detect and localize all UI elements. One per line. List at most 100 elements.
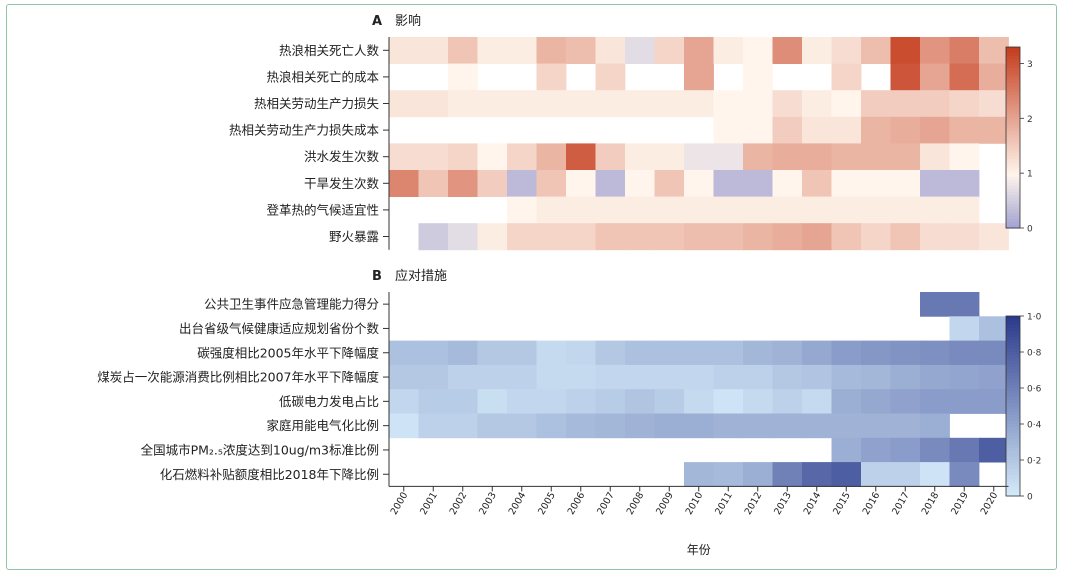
heatmap-cell (831, 196, 862, 224)
heatmap-cell (418, 340, 449, 366)
heatmap-cell (625, 143, 655, 171)
year-label: 2016 (861, 490, 883, 516)
panel-title: 影响 (395, 13, 421, 29)
heatmap-cell (920, 389, 950, 414)
heatmap-cell (802, 143, 832, 171)
year-label: 2020 (979, 490, 1001, 516)
heatmap-cell (625, 90, 655, 118)
colorbar-segment (1006, 412, 1020, 416)
heatmap-cell (772, 389, 803, 414)
heatmap-cell (772, 37, 803, 64)
heatmap-cell (595, 37, 626, 64)
heatmap-cell (831, 143, 862, 171)
heatmap-cell (595, 196, 626, 224)
heatmap-cell (979, 37, 1009, 64)
heatmap-cell (507, 90, 537, 118)
colorbar-segment (1006, 466, 1020, 470)
heatmap-cell (920, 143, 950, 171)
year-label: 2013 (772, 490, 794, 516)
heatmap-cell (566, 143, 596, 171)
heatmap-cell (979, 316, 1009, 341)
heatmap-cell (713, 116, 744, 144)
colorbar-segment (1006, 107, 1020, 111)
colorbar-segment (1006, 185, 1020, 190)
heatmap-cell (418, 90, 449, 118)
colorbar-segment (1006, 442, 1020, 446)
colorbar-segment (1006, 200, 1020, 205)
heatmap-cell (802, 462, 832, 487)
year-label: 2007 (595, 490, 617, 516)
heatmap-cell (949, 223, 980, 251)
colorbar-segment (1006, 409, 1020, 413)
colorbar-segment (1006, 364, 1020, 368)
colorbar-segment (1006, 397, 1020, 401)
year-label: 2018 (920, 490, 942, 516)
panel-tag: A (372, 14, 382, 29)
heatmap-cell (684, 223, 714, 251)
colorbar-segment (1006, 209, 1020, 214)
heatmap-cell (389, 90, 419, 118)
heatmap-cell (595, 90, 626, 118)
heatmap-cell (595, 223, 626, 251)
heatmap-cell (920, 292, 950, 317)
heatmap-cell (713, 170, 744, 197)
heatmap-cell (448, 389, 478, 414)
colorbar-segment (1006, 445, 1020, 449)
heatmap-cell (536, 170, 567, 197)
colorbar-segment (1006, 137, 1020, 142)
heatmap-cell (861, 37, 891, 64)
heatmap-cell (861, 223, 891, 251)
row-label: 煤炭占一次能源消费比例相比2007年水平下降幅度 (97, 370, 379, 385)
row-label: 家庭用能电气化比例 (266, 418, 379, 433)
heatmap-cell (949, 316, 980, 341)
heatmap-cell (949, 364, 980, 390)
colorbar-segment (1006, 493, 1020, 497)
heatmap-cell (949, 37, 980, 64)
heatmap-cell (890, 413, 921, 439)
colorbar-segment (1006, 188, 1020, 193)
colorbar-segment (1006, 478, 1020, 482)
colorbar-segment (1006, 143, 1020, 148)
colorbar-segment (1006, 149, 1020, 154)
colorbar-segment (1006, 179, 1020, 184)
heatmap-cell (920, 340, 950, 366)
colorbar-segment (1006, 436, 1020, 440)
heatmap-cell (625, 364, 655, 390)
heatmap-cell (920, 223, 950, 251)
heatmap-cell (802, 196, 832, 224)
colorbar-outline (1005, 315, 1021, 497)
colorbar-segment (1006, 77, 1020, 81)
heatmap-cell (713, 462, 744, 487)
heatmap-cell (477, 37, 508, 64)
colorbar-segment (1006, 218, 1020, 223)
heatmap-cell (389, 37, 419, 64)
colorbar-segment (1006, 340, 1020, 344)
heatmap-cell (979, 90, 1009, 118)
heatmap-cell (890, 90, 921, 118)
heatmap-cell (389, 364, 419, 390)
heatmap-cell (920, 196, 950, 224)
heatmap-cell (389, 170, 419, 197)
row-label: 公共卫生事件应急管理能力得分 (204, 297, 379, 312)
colorbar-segment (1006, 170, 1020, 175)
colorbar-segment (1006, 167, 1020, 172)
heatmap-cell (684, 63, 714, 91)
heatmap-cell (743, 389, 773, 414)
year-label: 2015 (831, 490, 853, 516)
year-label: 2003 (477, 490, 499, 516)
heatmap-cell (654, 170, 685, 197)
heatmap-cell (448, 223, 478, 251)
heatmap-cell (625, 413, 655, 439)
heatmap-cell (536, 143, 567, 171)
colorbar-segment (1006, 71, 1020, 75)
heatmap-cell (595, 389, 626, 414)
heatmap-cell (802, 90, 832, 118)
colorbar-segment (1006, 116, 1020, 120)
colorbar-segment (1006, 346, 1020, 350)
heatmap-cell (625, 196, 655, 224)
colorbar-segment (1006, 394, 1020, 398)
colorbar-segment (1006, 334, 1020, 338)
heatmap-cell (831, 389, 862, 414)
colorbar-segment (1006, 460, 1020, 464)
row-label: 野火暴露 (329, 229, 380, 244)
